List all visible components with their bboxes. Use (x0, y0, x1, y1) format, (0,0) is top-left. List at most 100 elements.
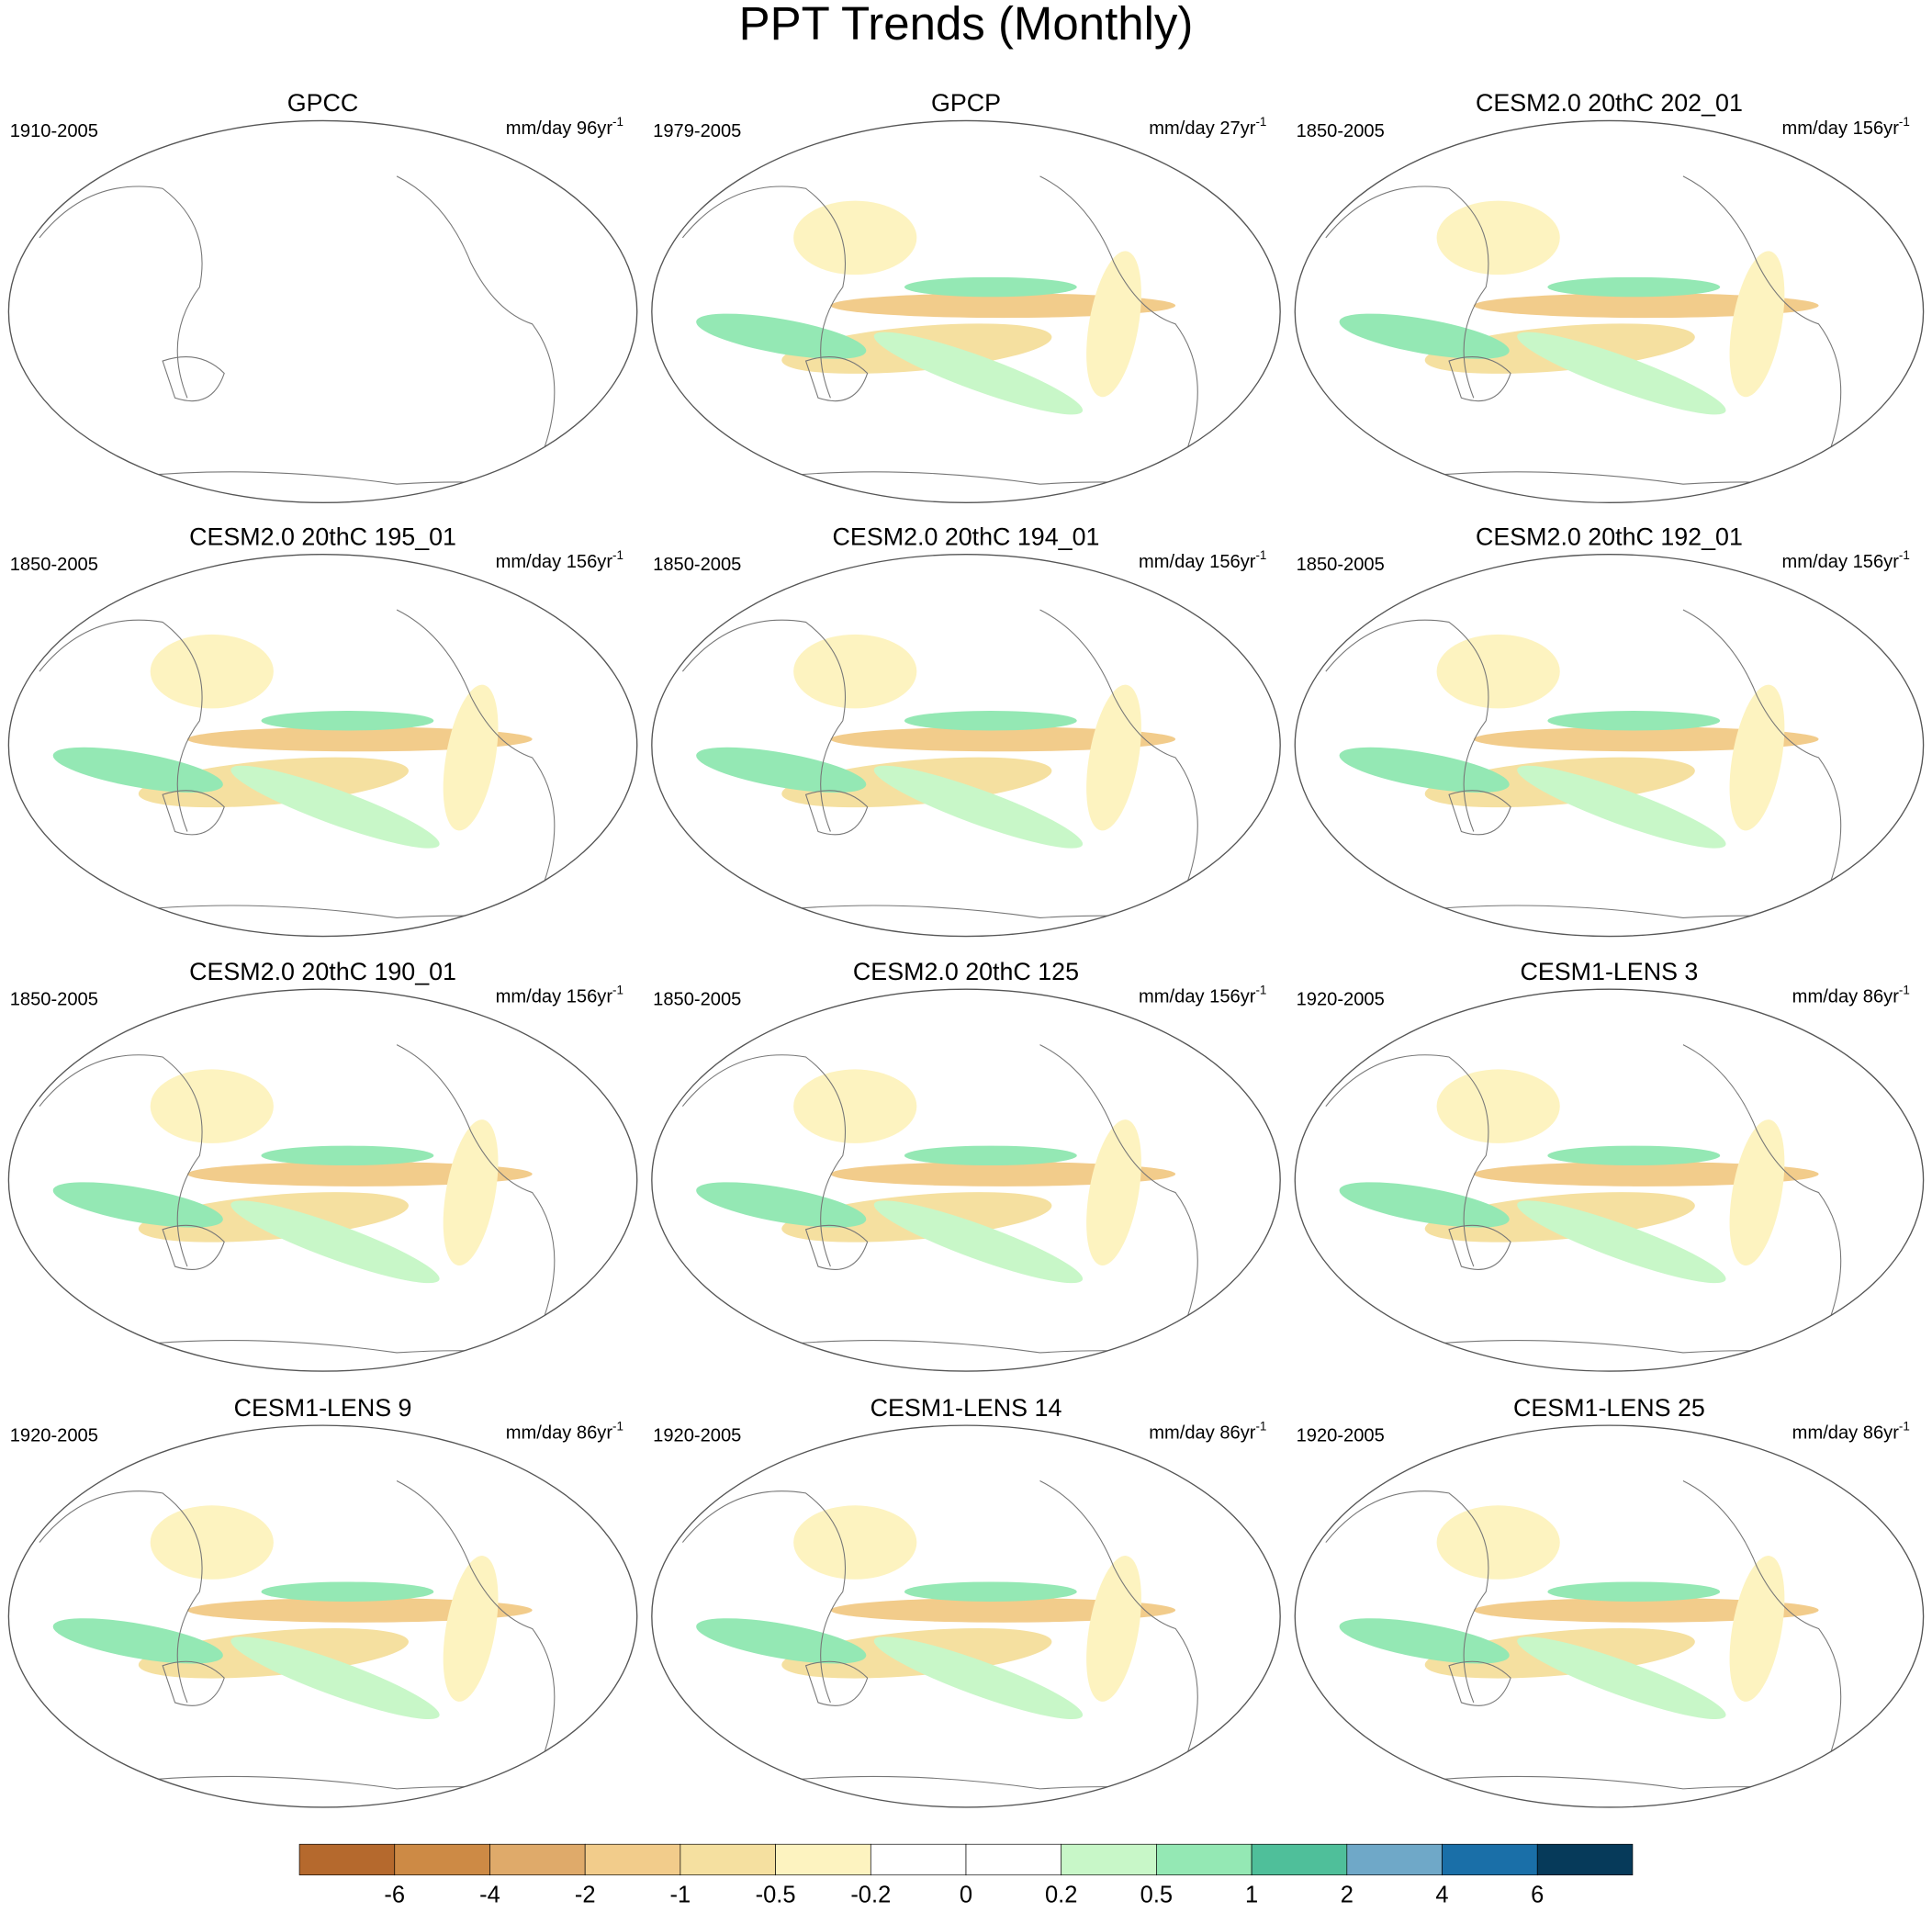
trend-area (186, 1597, 533, 1623)
trend-area (1086, 684, 1141, 831)
units-label: mm/day 156yr-1 (1782, 548, 1910, 573)
colorbar-box (1156, 1843, 1252, 1876)
trend-area (1339, 1182, 1510, 1228)
colorbar-box (1061, 1843, 1157, 1876)
trend-area (52, 1182, 223, 1228)
panel-title: CESM2.0 20thC 125 (853, 958, 1079, 985)
units-text: mm/day 156yr (1782, 552, 1900, 572)
units-label: mm/day 96yr-1 (506, 114, 623, 139)
units-exponent: -1 (612, 548, 623, 562)
trend-area (443, 1556, 499, 1702)
trend-area (150, 634, 274, 709)
map-outline (1294, 119, 1925, 504)
units-exponent: -1 (1255, 114, 1266, 128)
map-outline (7, 119, 638, 504)
colorbar-box (1536, 1843, 1634, 1876)
trend-area (230, 1200, 440, 1284)
trend-area (261, 1581, 434, 1602)
units-label: mm/day 86yr-1 (1792, 1419, 1910, 1444)
map-outline (651, 554, 1281, 938)
units-text: mm/day 27yr (1149, 118, 1256, 139)
map-outline (651, 988, 1281, 1372)
figure-title: PPT Trends (Monthly) (739, 0, 1194, 50)
units-exponent: -1 (612, 114, 623, 128)
colorbar-label: -1 (670, 1882, 691, 1907)
colorbar-label: -6 (384, 1882, 405, 1907)
colorbar-label: 0 (960, 1882, 972, 1907)
trend-area (830, 1162, 1176, 1187)
panel-title: CESM1-LENS 25 (1513, 1394, 1705, 1422)
trend-area (904, 711, 1077, 731)
units-text: mm/day 156yr (496, 552, 613, 572)
units-label: mm/day 156yr-1 (1139, 983, 1266, 1007)
colorbar-box (298, 1843, 396, 1876)
trend-area (1547, 1581, 1721, 1602)
coastline (39, 175, 570, 491)
trend-area (904, 276, 1077, 298)
panel-title: CESM1-LENS 9 (234, 1394, 412, 1422)
colorbar-box (584, 1843, 681, 1876)
colorbar-label: 0.5 (1140, 1882, 1173, 1907)
trend-area (1517, 332, 1726, 415)
trend-area (1339, 313, 1510, 359)
coastline (39, 609, 570, 925)
period-label: 1850-2005 (653, 990, 741, 1010)
panel-title: CESM1-LENS 3 (1521, 958, 1699, 985)
units-exponent: -1 (1899, 114, 1910, 128)
colorbar-label: -4 (479, 1882, 500, 1907)
coastline (681, 175, 1213, 491)
map-panel: CESM1-LENS 3 1920-2005 mm/day 86yr-1 (1294, 958, 1925, 1372)
units-text: mm/day 86yr (1792, 987, 1900, 1007)
map-outline (651, 1424, 1281, 1808)
trend-area (696, 747, 867, 793)
colorbar-box (1442, 1843, 1538, 1876)
trend-area (230, 1636, 440, 1720)
trend-area (230, 765, 440, 849)
trend-area (1436, 1505, 1560, 1580)
trend-area (830, 726, 1176, 752)
trend-area (1729, 684, 1785, 831)
coastline (39, 1479, 570, 1796)
colorbar-label: -2 (575, 1882, 596, 1907)
trend-area (793, 200, 917, 276)
period-label: 1850-2005 (1297, 555, 1385, 575)
period-label: 1910-2005 (10, 121, 98, 141)
colorbar-label: 0.2 (1045, 1882, 1077, 1907)
map-fill (681, 1044, 1213, 1360)
trend-area (1517, 1636, 1726, 1720)
map-panel: CESM1-LENS 14 1920-2005 mm/day 86yr-1 (651, 1394, 1281, 1808)
units-text: mm/day 86yr (1792, 1423, 1900, 1444)
trend-area (1473, 726, 1819, 752)
units-exponent: -1 (1255, 548, 1266, 562)
map-panel: CESM2.0 20thC 195_01 1850-2005 mm/day 156y… (7, 523, 638, 938)
map-outline (651, 119, 1281, 504)
trend-area (1086, 1119, 1141, 1265)
period-label: 1920-2005 (1297, 1425, 1385, 1445)
colorbar-label: 4 (1435, 1882, 1448, 1907)
panel-title: GPCC (287, 89, 359, 117)
period-label: 1920-2005 (653, 1425, 741, 1445)
trend-area (1436, 200, 1560, 276)
units-label: mm/day 156yr-1 (496, 548, 623, 573)
trend-area (1473, 1597, 1819, 1623)
panel-title: GPCP (931, 89, 1001, 117)
trend-area (873, 1636, 1084, 1720)
trend-area (1086, 251, 1141, 398)
trend-area (261, 711, 434, 731)
trend-area (1729, 1556, 1785, 1702)
colorbar-label: 1 (1245, 1882, 1258, 1907)
trend-area (1729, 1119, 1785, 1265)
period-label: 1850-2005 (10, 990, 98, 1010)
coastline (1325, 609, 1856, 925)
map-panel: CESM1-LENS 9 1920-2005 mm/day 86yr-1 (7, 1394, 638, 1808)
colorbar-label: 2 (1341, 1882, 1354, 1907)
trend-area (696, 313, 867, 359)
period-label: 1920-2005 (1297, 990, 1385, 1010)
colorbar-box (394, 1843, 490, 1876)
trend-area (1086, 1556, 1141, 1702)
units-text: mm/day 96yr (506, 118, 613, 139)
units-text: mm/day 156yr (496, 987, 613, 1007)
map-panel: CESM2.0 20thC 194_01 1850-2005 mm/day 156y… (651, 523, 1281, 938)
units-label: mm/day 156yr-1 (496, 983, 623, 1007)
